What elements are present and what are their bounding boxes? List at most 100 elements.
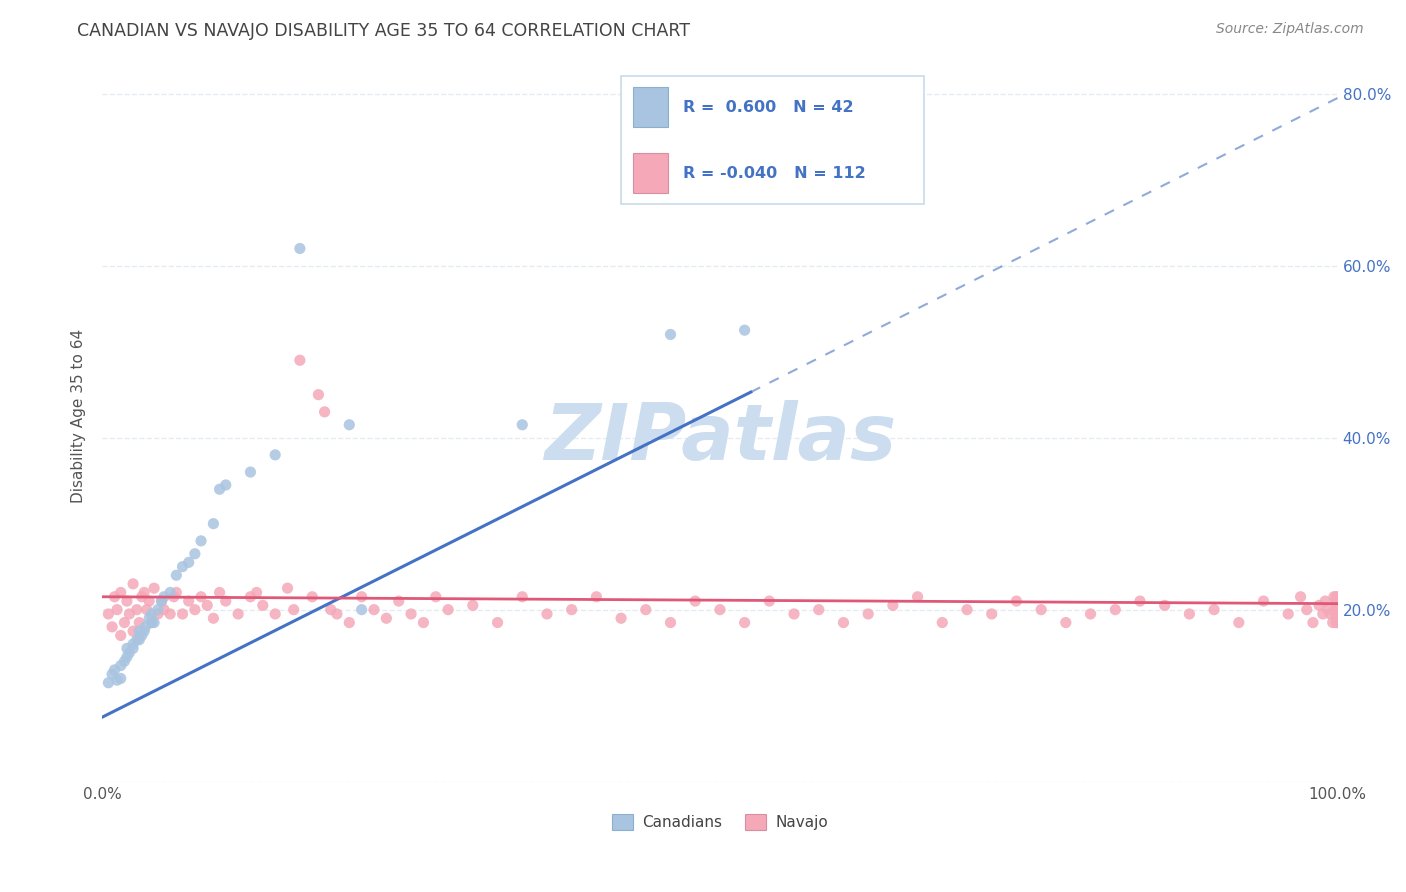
- Point: [110, 658, 132, 673]
- Point: [125, 632, 148, 647]
- Point: [1326, 602, 1348, 616]
- Point: [337, 615, 360, 630]
- Point: [659, 327, 682, 342]
- Point: [215, 478, 238, 492]
- Point: [1326, 607, 1348, 621]
- Point: [1326, 590, 1348, 604]
- Point: [163, 590, 186, 604]
- Point: [1326, 607, 1348, 621]
- Point: [1005, 594, 1028, 608]
- Point: [1295, 602, 1317, 616]
- Point: [208, 483, 231, 497]
- Point: [264, 607, 287, 621]
- Point: [141, 615, 163, 630]
- Point: [131, 590, 153, 604]
- Point: [350, 602, 373, 616]
- Point: [118, 607, 141, 621]
- Point: [375, 611, 398, 625]
- Point: [1326, 594, 1348, 608]
- Point: [150, 594, 173, 608]
- Point: [122, 637, 145, 651]
- Point: [1322, 615, 1344, 630]
- Point: [610, 611, 633, 625]
- Point: [832, 615, 855, 630]
- Point: [105, 673, 128, 688]
- Point: [1326, 590, 1348, 604]
- Point: [585, 590, 607, 604]
- Point: [337, 417, 360, 432]
- Point: [138, 594, 160, 608]
- Point: [301, 590, 323, 604]
- FancyBboxPatch shape: [634, 153, 668, 194]
- Point: [1204, 602, 1226, 616]
- Point: [634, 602, 657, 616]
- Point: [1326, 602, 1348, 616]
- Point: [1253, 594, 1275, 608]
- Point: [150, 594, 173, 608]
- Point: [101, 620, 124, 634]
- Point: [536, 607, 558, 621]
- Point: [288, 353, 311, 368]
- Point: [307, 387, 329, 401]
- Point: [131, 628, 153, 642]
- Point: [105, 602, 128, 616]
- Point: [363, 602, 385, 616]
- Point: [246, 585, 269, 599]
- Point: [97, 675, 120, 690]
- Point: [734, 323, 756, 337]
- Point: [314, 405, 336, 419]
- Point: [159, 585, 181, 599]
- FancyBboxPatch shape: [621, 76, 924, 204]
- Point: [97, 607, 120, 621]
- Point: [138, 611, 160, 625]
- Point: [783, 607, 806, 621]
- Point: [103, 663, 125, 677]
- Point: [153, 602, 176, 616]
- Point: [115, 650, 138, 665]
- Point: [115, 641, 138, 656]
- Point: [134, 620, 156, 634]
- Text: Source: ZipAtlas.com: Source: ZipAtlas.com: [1216, 22, 1364, 37]
- Point: [177, 594, 200, 608]
- Text: R =  0.600   N = 42: R = 0.600 N = 42: [683, 100, 853, 115]
- Point: [110, 628, 132, 642]
- Point: [856, 607, 879, 621]
- Point: [561, 602, 583, 616]
- Point: [486, 615, 509, 630]
- Point: [141, 607, 163, 621]
- Point: [128, 632, 150, 647]
- Point: [143, 615, 166, 630]
- Point: [288, 242, 311, 256]
- Point: [659, 615, 682, 630]
- Point: [1054, 615, 1077, 630]
- Point: [683, 594, 706, 608]
- Text: R = -0.040   N = 112: R = -0.040 N = 112: [683, 166, 866, 180]
- Point: [1324, 602, 1347, 616]
- Point: [425, 590, 447, 604]
- Point: [1029, 602, 1052, 616]
- Point: [239, 465, 262, 479]
- Point: [1227, 615, 1250, 630]
- Point: [388, 594, 411, 608]
- Point: [1312, 607, 1334, 621]
- Point: [1153, 599, 1175, 613]
- Point: [202, 516, 225, 531]
- Point: [128, 624, 150, 639]
- Point: [190, 533, 212, 548]
- Point: [190, 590, 212, 604]
- Point: [709, 602, 731, 616]
- Point: [1326, 599, 1348, 613]
- Point: [146, 602, 169, 616]
- Point: [412, 615, 434, 630]
- Point: [141, 615, 163, 630]
- Point: [239, 590, 262, 604]
- Point: [110, 672, 132, 686]
- Point: [153, 590, 176, 604]
- Point: [125, 602, 148, 616]
- Point: [283, 602, 305, 616]
- Point: [165, 585, 187, 599]
- Point: [1323, 590, 1346, 604]
- Point: [114, 615, 136, 630]
- Point: [1326, 607, 1348, 621]
- Point: [1289, 590, 1312, 604]
